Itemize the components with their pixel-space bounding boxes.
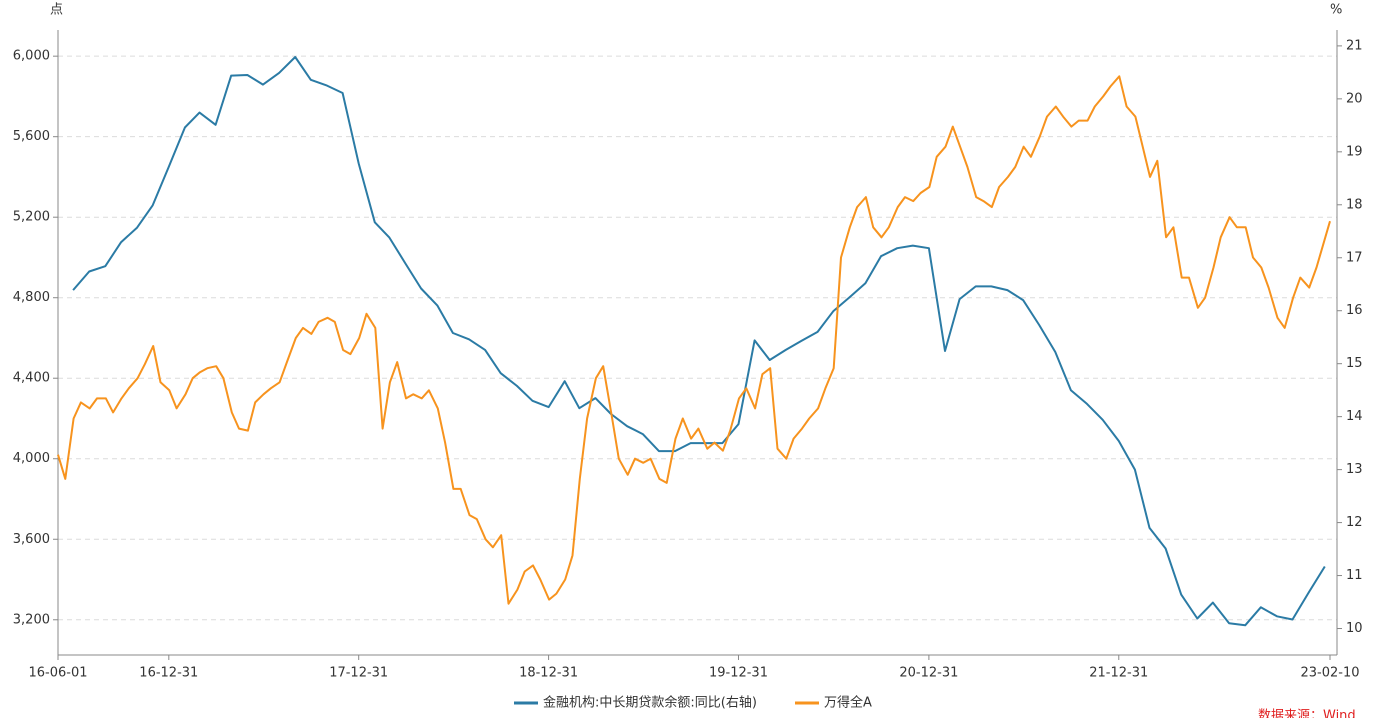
y-tick-label: 4,400 <box>13 371 50 386</box>
y2-tick-label: 12 <box>1346 515 1363 530</box>
y2-tick-label: 21 <box>1346 38 1363 53</box>
y-tick-label: 5,600 <box>13 129 50 144</box>
series-line <box>57 75 1331 605</box>
y2-tick-label: 11 <box>1346 568 1363 583</box>
x-tick-label: 17-12-31 <box>329 666 388 681</box>
x-tick-label: 21-12-31 <box>1089 666 1148 681</box>
x-tick-label: 16-12-31 <box>139 666 198 681</box>
y2-tick-label: 16 <box>1346 303 1363 318</box>
y2-tick-label: 17 <box>1346 250 1363 265</box>
y-unit: 点 <box>50 3 63 18</box>
y-tick-label: 3,600 <box>13 532 50 547</box>
source: 数据来源：Wind <box>1258 709 1356 718</box>
y-tick-label: 6,000 <box>13 49 50 64</box>
y-tick-label: 3,200 <box>13 612 50 627</box>
y2-tick-label: 18 <box>1346 197 1363 212</box>
y-tick-label: 4,800 <box>13 290 50 305</box>
legend-label: 万得全A <box>824 695 872 711</box>
y2-tick-label: 13 <box>1346 462 1363 477</box>
x-tick-label: 19-12-31 <box>709 666 768 681</box>
y2-tick-label: 19 <box>1346 144 1363 159</box>
x-tick-label: 16-06-01 <box>28 666 87 681</box>
y2-tick-label: 10 <box>1346 621 1363 636</box>
y2-tick-label: 20 <box>1346 91 1363 106</box>
y-tick-label: 5,200 <box>13 210 50 225</box>
x-tick-label: 23-02-10 <box>1300 666 1359 681</box>
y-tick-label: 4,000 <box>13 451 50 466</box>
x-tick-label: 20-12-31 <box>899 666 958 681</box>
legend-label: 金融机构:中长期贷款余额:同比(右轴) <box>543 695 757 711</box>
x-tick-label: 18-12-31 <box>519 666 578 681</box>
y2-unit: % <box>1330 3 1342 18</box>
y2-tick-label: 15 <box>1346 356 1363 371</box>
y2-tick-label: 14 <box>1346 409 1363 424</box>
series-line <box>72 56 1326 627</box>
